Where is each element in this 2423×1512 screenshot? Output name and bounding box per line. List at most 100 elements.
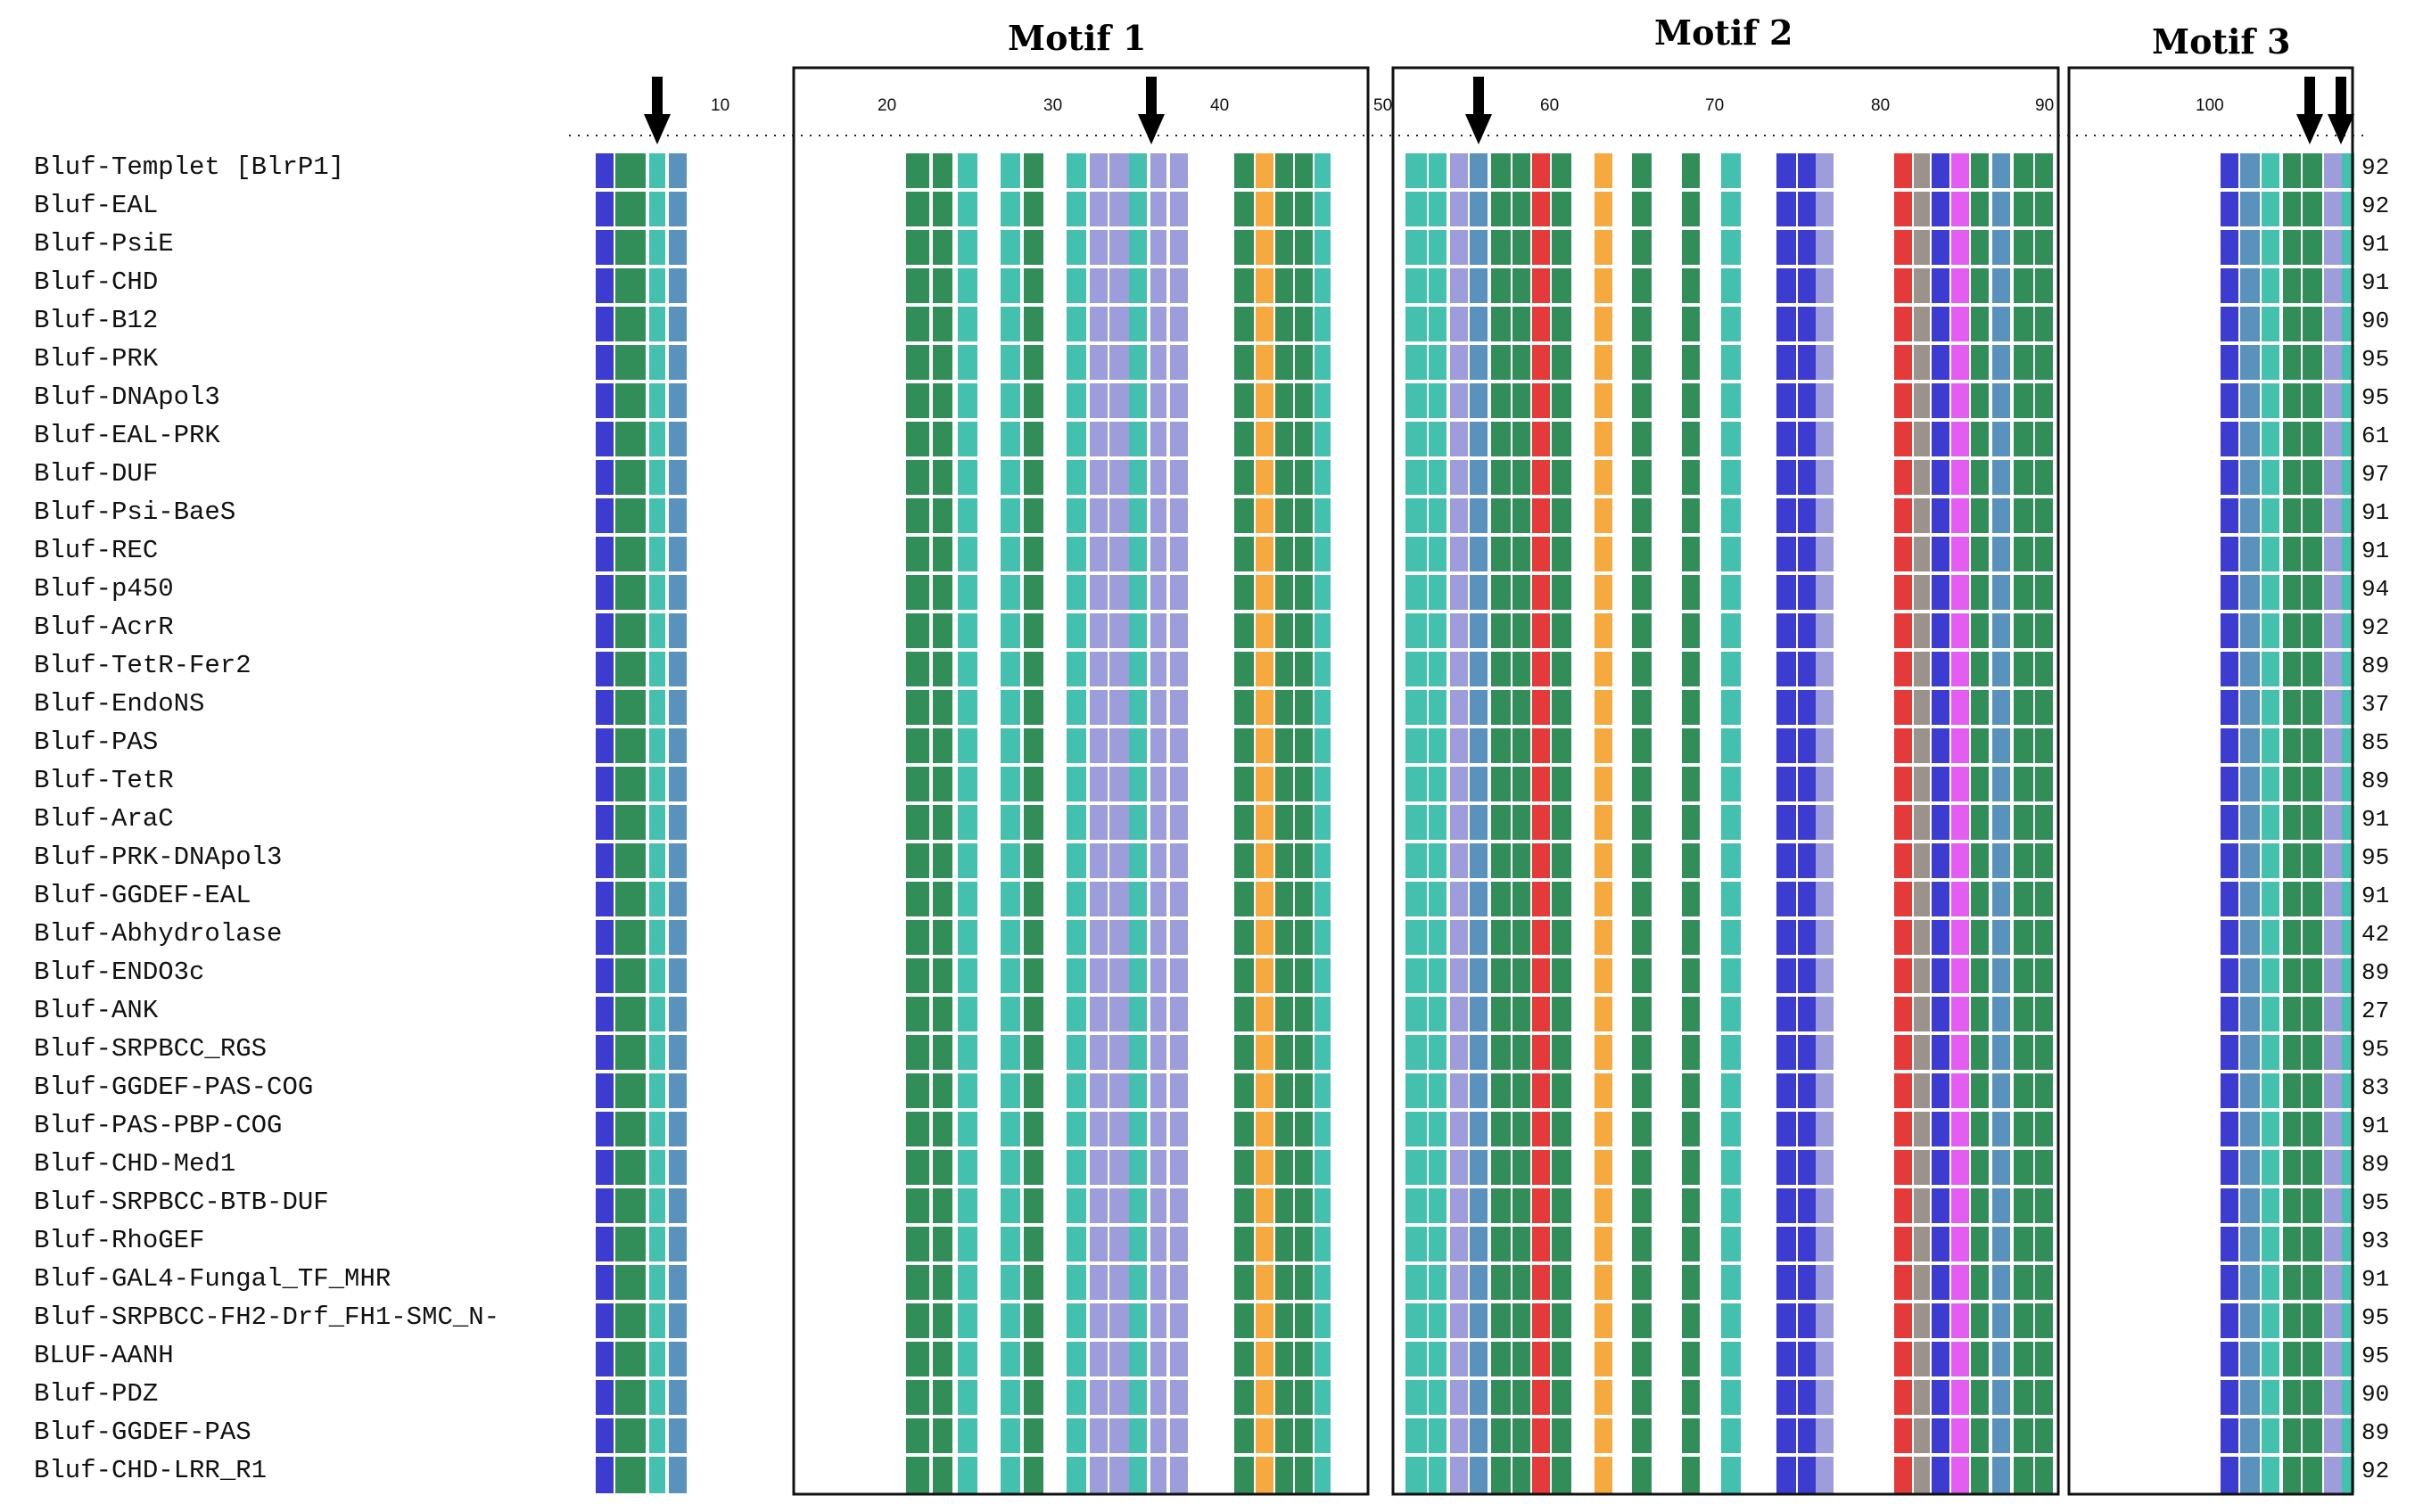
sequence-name: Bluf-CHD xyxy=(34,267,158,297)
shaded-column xyxy=(1632,152,1652,1493)
sequence-name: Bluf-p450 xyxy=(34,574,174,604)
ruler-tick-80: 80 xyxy=(1871,96,1890,115)
shaded-column xyxy=(2014,152,2033,1493)
residue-count: 95 xyxy=(2361,384,2389,411)
residue-count: 91 xyxy=(2361,231,2389,258)
residue-count: 89 xyxy=(2361,653,2389,679)
shaded-column xyxy=(1234,152,1254,1493)
shaded-column xyxy=(1090,152,1108,1493)
residue-count: 91 xyxy=(2361,499,2389,526)
sequence-name: Bluf-PsiE xyxy=(34,229,174,259)
conservation-shading xyxy=(553,150,2354,1493)
residue-count: 95 xyxy=(2361,1343,2389,1369)
ruler-tick-20: 20 xyxy=(878,96,896,115)
residue-count: 94 xyxy=(2361,576,2389,603)
sequence-name: Bluf-CHD-Med1 xyxy=(34,1149,235,1179)
ruler-tick-90: 90 xyxy=(2035,96,2054,115)
sequence-name: Bluf-SRPBCC-BTB-DUF xyxy=(34,1187,329,1217)
residue-count: 61 xyxy=(2361,423,2389,449)
sequence-name-column: Bluf-Templet [BlrP1] Bluf-EAL Bluf-PsiE … xyxy=(34,152,499,1485)
residue-count: 89 xyxy=(2361,1151,2389,1178)
motif2-label: Motif 2 xyxy=(1654,12,1793,53)
shaded-column xyxy=(2262,152,2279,1493)
sequence-name: Bluf-REC xyxy=(34,536,158,565)
residue-count: 85 xyxy=(2361,729,2389,756)
sequence-name: Bluf-EAL-PRK xyxy=(34,421,220,450)
residue-count: 91 xyxy=(2361,1266,2389,1293)
residue-count: 97 xyxy=(2361,461,2389,488)
shaded-column xyxy=(1256,152,1273,1493)
shaded-column xyxy=(1951,152,1969,1493)
shaded-column xyxy=(1024,152,1043,1493)
residue-count: 92 xyxy=(2361,1458,2389,1484)
shaded-column xyxy=(1595,152,1612,1493)
residue-count: 93 xyxy=(2361,1228,2389,1254)
sequence-name: Bluf-B12 xyxy=(34,306,158,335)
motif1-box xyxy=(792,66,1370,1496)
sequence-name: Bluf-AraC xyxy=(34,804,174,834)
shaded-column xyxy=(1170,152,1188,1493)
residue-count: 90 xyxy=(2361,308,2389,334)
residue-count: 27 xyxy=(2361,998,2389,1024)
sequence-name: Bluf-ENDO3c xyxy=(34,957,204,987)
sequence-name: Bluf-EndoNS xyxy=(34,689,204,719)
residue-count: 95 xyxy=(2361,1189,2389,1216)
motif1-label: Motif 1 xyxy=(1008,18,1146,58)
shaded-column xyxy=(1275,152,1293,1493)
arrow-markers xyxy=(644,77,2354,144)
arrow-down-icon xyxy=(1465,77,1492,144)
sequence-name: Bluf-ANK xyxy=(34,996,159,1025)
shaded-column xyxy=(1129,152,1147,1493)
ruler-tick-10: 10 xyxy=(711,96,729,115)
shaded-column xyxy=(2283,152,2301,1493)
position-ruler: 10 20 30 40 50 60 70 80 90 100 xyxy=(569,96,2363,136)
shaded-column xyxy=(2303,152,2322,1493)
shaded-column xyxy=(1470,152,1488,1493)
arrow-down-icon xyxy=(2296,77,2323,144)
shaded-column xyxy=(906,152,929,1493)
shaded-column xyxy=(958,152,977,1493)
sequence-name: Bluf-EAL xyxy=(34,191,158,220)
residue-count: 83 xyxy=(2361,1074,2389,1101)
shaded-column xyxy=(2035,152,2053,1493)
sequence-name: Bluf-AcrR xyxy=(34,612,174,642)
sequence-name: Bluf-PDZ xyxy=(34,1379,158,1409)
shaded-column xyxy=(1405,152,1427,1493)
sequence-name: Bluf-PAS-PBP-COG xyxy=(34,1111,282,1140)
residue-count: 92 xyxy=(2361,154,2389,181)
arrow-down-icon xyxy=(1138,77,1165,144)
sequence-name: Bluf-CHD-LRR_R1 xyxy=(34,1456,267,1485)
shaded-column xyxy=(1894,152,1912,1493)
shaded-column xyxy=(1315,152,1331,1493)
residue-count: 89 xyxy=(2361,1419,2389,1446)
sequence-name: Bluf-PAS xyxy=(34,727,158,757)
residue-count: 89 xyxy=(2361,768,2389,794)
sequence-name: Bluf-GGDEF-PAS xyxy=(34,1418,251,1447)
residue-count: 90 xyxy=(2361,1381,2389,1408)
shaded-column xyxy=(1552,152,1571,1493)
sequence-name: Bluf-SRPBCC-FH2-Drf_FH1-SMC_N- xyxy=(34,1302,499,1332)
sequence-name: Bluf-PRK xyxy=(34,344,159,374)
sequence-name: Bluf-DNApol3 xyxy=(34,382,220,412)
shaded-column xyxy=(1816,152,1834,1493)
ruler-tick-60: 60 xyxy=(1540,96,1559,115)
shaded-column xyxy=(1721,152,1741,1493)
sequence-name: Bluf-TetR-Fer2 xyxy=(34,651,251,680)
shaded-column xyxy=(2221,152,2238,1493)
ruler-tick-50: 50 xyxy=(1373,96,1392,115)
shaded-column xyxy=(1532,152,1550,1493)
shaded-column xyxy=(2324,152,2342,1493)
ruler-tick-70: 70 xyxy=(1705,96,1724,115)
ruler-tick-40: 40 xyxy=(1210,96,1229,115)
residue-count: 42 xyxy=(2361,921,2389,948)
shaded-column xyxy=(596,152,614,1493)
shaded-column xyxy=(1295,152,1313,1493)
shaded-column xyxy=(1001,152,1020,1493)
shaded-column xyxy=(1150,152,1166,1493)
motif2-box xyxy=(1391,66,2060,1496)
shaded-column xyxy=(669,152,687,1493)
shaded-column xyxy=(2240,152,2260,1493)
sequence-name: Bluf-SRPBCC_RGS xyxy=(34,1034,267,1064)
residue-count: 91 xyxy=(2361,538,2389,564)
residue-count: 95 xyxy=(2361,1304,2389,1331)
